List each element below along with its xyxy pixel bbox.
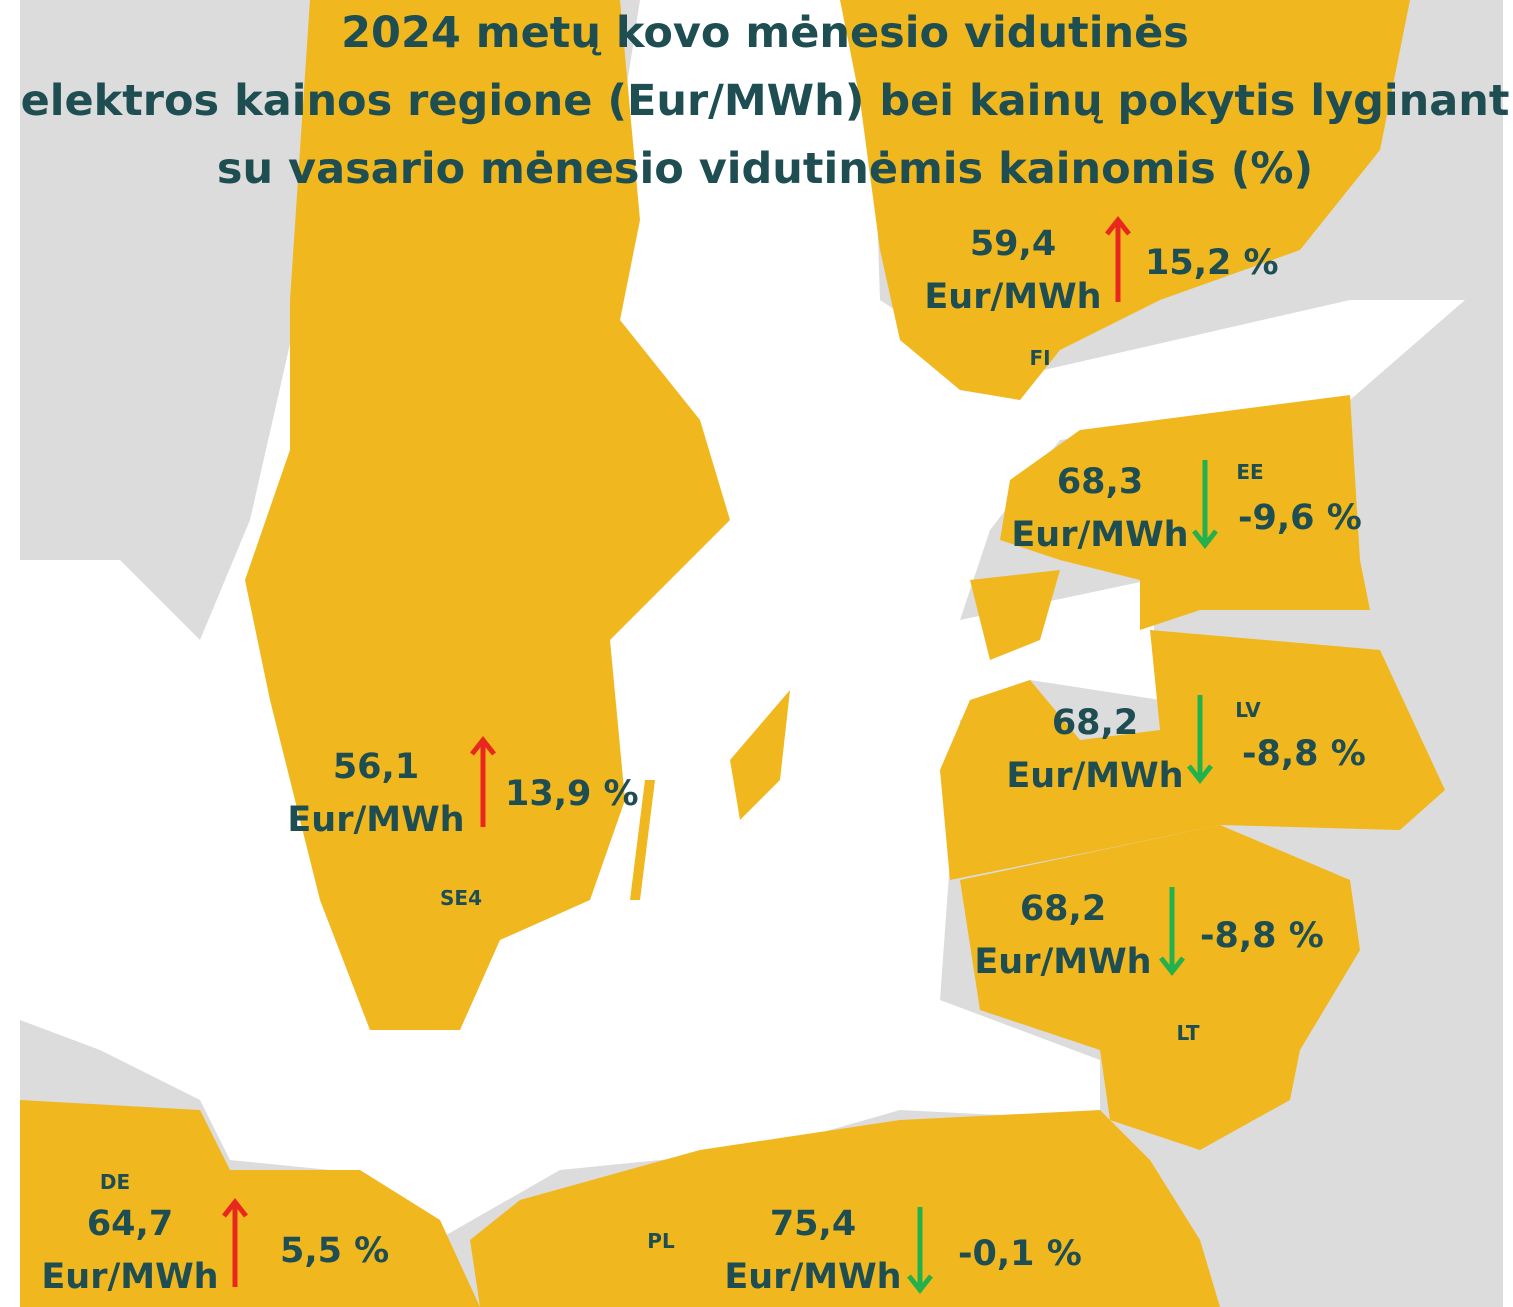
unit: Eur/MWh [1011, 515, 1188, 555]
title-line: elektros kainos regione (Eur/MWh) bei ka… [21, 76, 1510, 126]
change: -8,8 % [1200, 916, 1324, 956]
arrow-head [1192, 529, 1218, 550]
poland [470, 1110, 1220, 1307]
title-line: 2024 metų kovo mėnesio vidutinės [341, 8, 1189, 58]
unit: Eur/MWh [974, 942, 1151, 982]
unit: Eur/MWh [41, 1257, 218, 1297]
region-code: FI [1029, 346, 1050, 370]
arrow-head [222, 1197, 248, 1218]
finland [840, 0, 1410, 400]
lithuania [960, 825, 1360, 1150]
unit: Eur/MWh [724, 1257, 901, 1297]
oland [630, 780, 655, 900]
arrow-head [470, 735, 496, 756]
change: 15,2 % [1145, 243, 1279, 283]
price: 56,1 [333, 747, 419, 787]
change: 5,5 % [280, 1231, 389, 1271]
estonia [1000, 395, 1370, 630]
price: 75,4 [770, 1204, 856, 1244]
saaremaa [970, 570, 1060, 660]
arrow-head [1159, 956, 1185, 977]
region-code: SE4 [440, 886, 482, 910]
sweden [245, 0, 730, 1030]
region-code: EE [1236, 460, 1263, 484]
price: 64,7 [87, 1204, 173, 1244]
change: -0,1 % [958, 1234, 1082, 1274]
gotland [730, 690, 790, 820]
region-code: LV [1235, 698, 1261, 722]
change: -8,8 % [1242, 734, 1366, 774]
price: 68,2 [1020, 889, 1106, 929]
title-line: su vasario mėnesio vidutinėmis kainomis … [217, 144, 1313, 194]
change: -9,6 % [1238, 498, 1362, 538]
unit: Eur/MWh [924, 277, 1101, 317]
unit: Eur/MWh [287, 800, 464, 840]
price: 68,2 [1052, 703, 1138, 743]
arrow-head [907, 1274, 933, 1295]
region-code: DE [100, 1170, 130, 1194]
region-code: PL [647, 1229, 675, 1253]
price: 68,3 [1057, 462, 1143, 502]
arrow-head [1105, 215, 1131, 236]
change: 13,9 % [505, 774, 639, 814]
price: 59,4 [970, 224, 1056, 264]
region-code: LT [1176, 1021, 1199, 1045]
germany [20, 1100, 480, 1307]
latvia [940, 630, 1445, 880]
unit: Eur/MWh [1006, 756, 1183, 796]
arrow-head [1187, 764, 1213, 785]
